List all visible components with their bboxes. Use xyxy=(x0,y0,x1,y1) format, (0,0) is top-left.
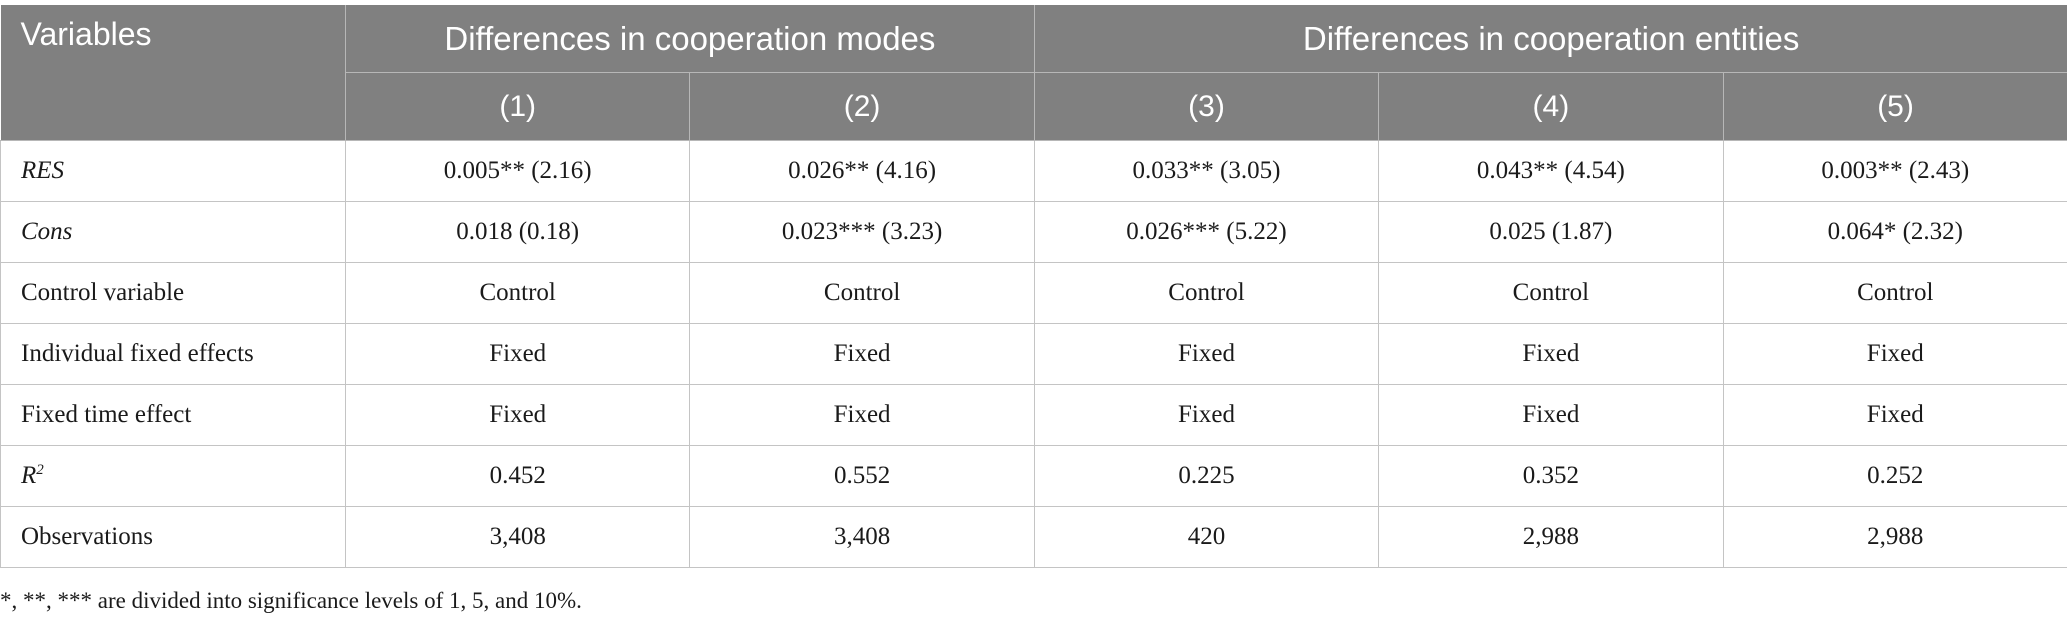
table-cell: 3,408 xyxy=(345,506,691,568)
table-cell: 3,408 xyxy=(689,506,1035,568)
row-label-res: RES xyxy=(0,140,346,202)
table-cell: 0.552 xyxy=(689,445,1035,507)
table-cell: Control xyxy=(1723,262,2067,324)
table-cell: 2,988 xyxy=(1378,506,1724,568)
table-cell: Fixed xyxy=(1378,323,1724,385)
header-row-groups: Variables Differences in cooperation mod… xyxy=(0,5,2067,141)
table-cell: Fixed xyxy=(1378,384,1724,446)
table-cell: Control xyxy=(1034,262,1380,324)
table-footnote: *, **, *** are divided into significance… xyxy=(0,588,582,613)
r-squared-base: R xyxy=(21,462,37,489)
table-cell: Fixed xyxy=(1723,323,2067,385)
table-cell: 0.018 (0.18) xyxy=(345,201,691,263)
row-label-cons: Cons xyxy=(0,201,346,263)
table-row-res: RES 0.005** (2.16) 0.026** (4.16) 0.033*… xyxy=(0,140,2067,202)
table-cell: 0.023*** (3.23) xyxy=(689,201,1035,263)
table-cell: 0.026*** (5.22) xyxy=(1034,201,1380,263)
row-label-r-squared: R2 xyxy=(0,445,346,507)
table-cell: 0.026** (4.16) xyxy=(689,140,1035,202)
table-row-observations: Observations 3,408 3,408 420 2,988 2,988 xyxy=(0,506,2067,568)
table-cell: 0.033** (3.05) xyxy=(1034,140,1380,202)
table-cell: Fixed xyxy=(689,323,1035,385)
table-row-fixed-time-effect: Fixed time effect Fixed Fixed Fixed Fixe… xyxy=(0,384,2067,446)
table-cell: Fixed xyxy=(689,384,1035,446)
regression-table: Variables Differences in cooperation mod… xyxy=(0,5,2067,568)
row-label-fixed-time-effect: Fixed time effect xyxy=(0,384,346,446)
table-row-individual-fixed-effects: Individual fixed effects Fixed Fixed Fix… xyxy=(0,323,2067,385)
table-cell: 2,988 xyxy=(1723,506,2067,568)
column-header-4: (4) xyxy=(1378,72,1724,141)
table-row-control-variable: Control variable Control Control Control… xyxy=(0,262,2067,324)
group-header-modes: Differences in cooperation modes xyxy=(345,5,1035,73)
column-header-2: (2) xyxy=(689,72,1035,141)
table-cell: Fixed xyxy=(1723,384,2067,446)
variables-header: Variables xyxy=(0,5,346,141)
group-header-entities: Differences in cooperation entities xyxy=(1034,5,2067,73)
table-cell: 0.225 xyxy=(1034,445,1380,507)
column-header-1: (1) xyxy=(345,72,691,141)
table-cell: Fixed xyxy=(1034,323,1380,385)
table-cell: 0.003** (2.43) xyxy=(1723,140,2067,202)
table-cell: 0.452 xyxy=(345,445,691,507)
table-row-r-squared: R2 0.452 0.552 0.225 0.352 0.252 xyxy=(0,445,2067,507)
table-cell: 0.352 xyxy=(1378,445,1724,507)
table-cell: Control xyxy=(1378,262,1724,324)
column-header-5: (5) xyxy=(1723,72,2067,141)
table-cell: 0.043** (4.54) xyxy=(1378,140,1724,202)
table-cell: Fixed xyxy=(345,323,691,385)
table-cell: 0.252 xyxy=(1723,445,2067,507)
table-cell: 0.005** (2.16) xyxy=(345,140,691,202)
regression-table-container: Variables Differences in cooperation mod… xyxy=(0,5,2067,568)
table-cell: Control xyxy=(345,262,691,324)
header-row-columns: (1) (2) (3) (4) (5) xyxy=(1,72,2067,141)
table-row-cons: Cons 0.018 (0.18) 0.023*** (3.23) 0.026*… xyxy=(0,201,2067,263)
table-cell: 0.025 (1.87) xyxy=(1378,201,1724,263)
row-label-individual-fixed-effects: Individual fixed effects xyxy=(0,323,346,385)
r-squared-superscript: 2 xyxy=(36,462,44,478)
table-cell: Control xyxy=(689,262,1035,324)
row-label-control-variable: Control variable xyxy=(0,262,346,324)
table-cell: Fixed xyxy=(345,384,691,446)
row-label-observations: Observations xyxy=(0,506,346,568)
table-cell: 0.064* (2.32) xyxy=(1723,201,2067,263)
table-cell: 420 xyxy=(1034,506,1380,568)
table-cell: Fixed xyxy=(1034,384,1380,446)
column-header-3: (3) xyxy=(1034,72,1380,141)
